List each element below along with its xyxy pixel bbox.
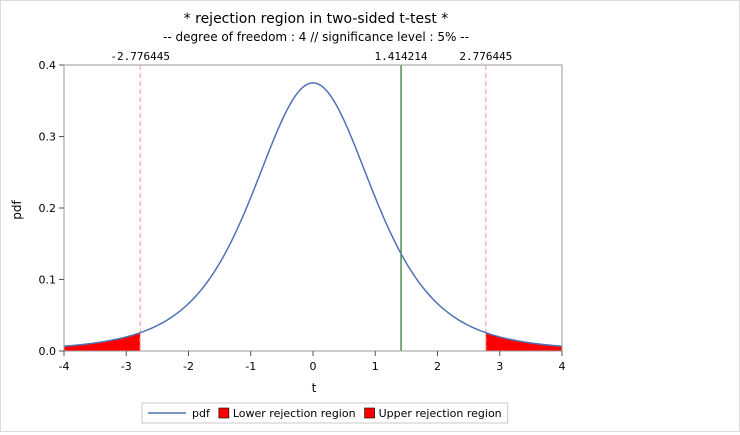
chart-title: * rejection region in two-sided t-test * [184, 11, 449, 27]
legend: pdf Lower rejection region Upper rejection… [141, 402, 509, 424]
y-tick-label: 0.1 [39, 274, 57, 287]
plot-area-border [63, 64, 563, 352]
legend-entry-label: pdf [192, 407, 211, 420]
x-tick-label: 4 [559, 360, 566, 373]
legend-entry-label: Lower rejection region [233, 407, 356, 420]
chart-subtitle: -- degree of freedom : 4 // significance… [163, 30, 469, 44]
reference-lines: -2.776445 1.414214 2.776445 [110, 50, 512, 351]
x-tick-label: 2 [434, 360, 441, 373]
pdf-curve [63, 82, 563, 347]
x-tick-label: 3 [496, 360, 503, 373]
x-tick-label: 0 [310, 360, 317, 373]
y-tick-label: 0.4 [39, 59, 57, 72]
legend-swatch-patch [218, 407, 230, 419]
axes: -4 -3 -2 -1 0 1 2 3 4 0.0 0.1 0.2 0.3 0.4 [39, 59, 566, 373]
rejection-region-fills [64, 332, 562, 351]
reference-line-label: 2.776445 [459, 50, 512, 63]
legend-entry-label: Upper rejection region [379, 407, 502, 420]
reference-line-label: 1.414214 [375, 50, 428, 63]
y-tick-label: 0.3 [39, 131, 57, 144]
x-tick-label: -2 [183, 360, 194, 373]
legend-box [141, 402, 509, 424]
reference-line-label: -2.776445 [110, 50, 170, 63]
y-tick-label: 0.2 [39, 202, 57, 215]
legend-swatch-patch [364, 407, 375, 419]
x-tick-label: -1 [245, 360, 256, 373]
x-tick-label: -3 [121, 360, 132, 373]
rejection-region-lower [64, 332, 141, 351]
x-tick-label: 1 [372, 360, 379, 373]
x-tick-label: -4 [59, 360, 70, 373]
rejection-region-upper [485, 332, 562, 351]
y-axis-label: pdf [10, 200, 24, 220]
x-axis-label: t [312, 381, 317, 395]
y-tick-label: 0.0 [39, 345, 57, 358]
